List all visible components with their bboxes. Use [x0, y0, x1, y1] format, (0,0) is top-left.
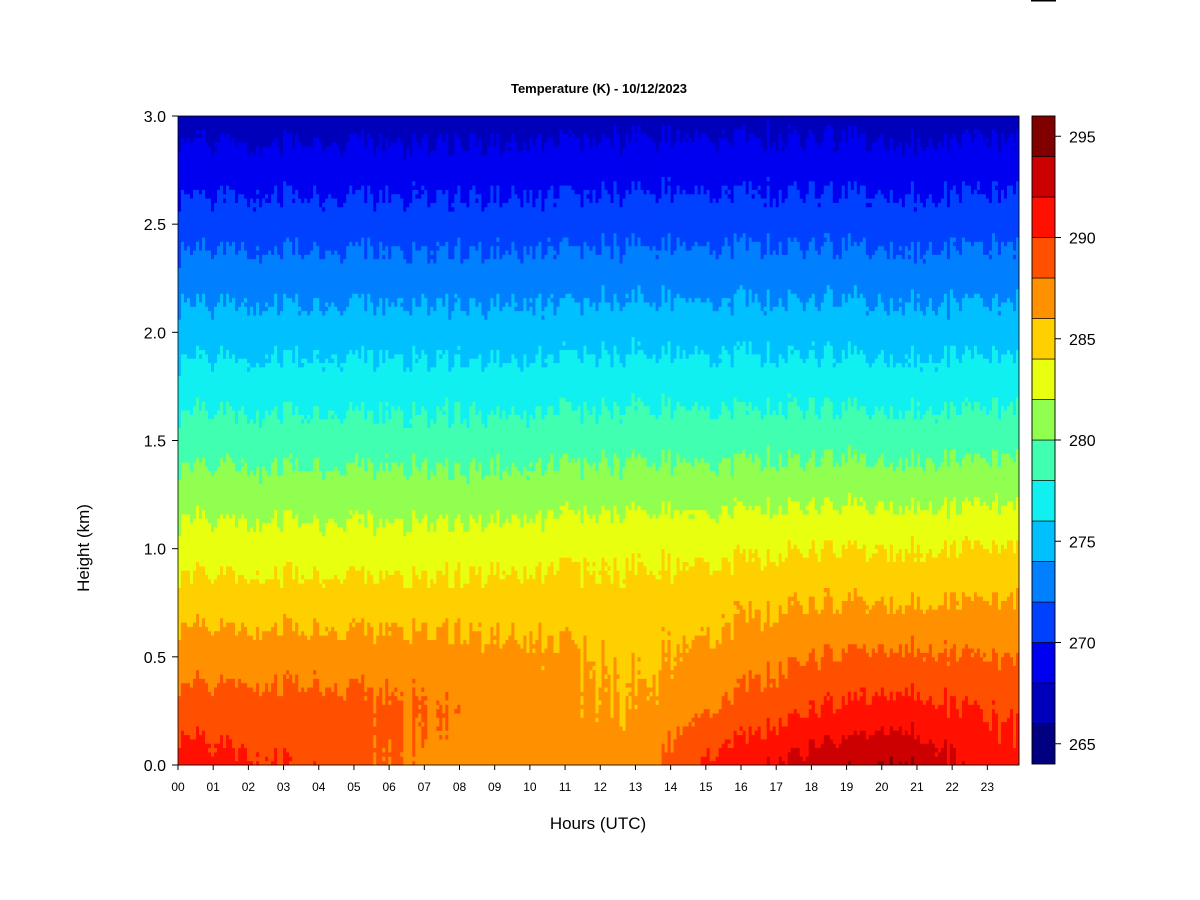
- x-tick-label: 12: [594, 780, 608, 794]
- x-tick-label: 00: [171, 780, 185, 794]
- colorbar-tick-label: 285: [1069, 332, 1096, 349]
- heatmap-field: [178, 116, 1020, 766]
- x-tick-label: 05: [347, 780, 361, 794]
- x-tick-label: 08: [453, 780, 467, 794]
- x-tick-label: 03: [277, 780, 291, 794]
- x-tick-label: 11: [559, 780, 572, 794]
- x-tick-label: 21: [910, 780, 924, 794]
- colorbar-tick-label: 280: [1069, 433, 1096, 450]
- colorbar-tick-label: 295: [1069, 129, 1096, 146]
- y-tick-label: 0.0: [144, 758, 166, 775]
- colorbar-tick-label: 270: [1069, 636, 1096, 653]
- x-tick-label: 13: [629, 780, 643, 794]
- x-tick-label: 06: [382, 780, 396, 794]
- colorbar-level: [1031, 318, 1056, 360]
- colorbar-level: [1031, 358, 1056, 400]
- y-axis-label: Height (km): [74, 504, 93, 592]
- colorbar-level: [1031, 399, 1056, 441]
- colorbar-level: [1031, 196, 1056, 238]
- y-tick-label: 1.5: [144, 434, 166, 451]
- y-tick-label: 3.0: [144, 109, 166, 126]
- x-tick-label: 14: [664, 780, 678, 794]
- x-tick-label: 23: [981, 780, 995, 794]
- chart-title: Temperature (K) - 10/12/2023: [511, 81, 687, 96]
- colorbar-level: [1031, 115, 1056, 157]
- colorbar-level: [1031, 439, 1056, 481]
- x-tick-label: 07: [418, 780, 432, 794]
- x-tick-label: 17: [770, 780, 784, 794]
- colorbar-level: [1031, 723, 1056, 765]
- colorbar-level: [1031, 480, 1056, 522]
- x-tick-label: 10: [523, 780, 537, 794]
- x-axis-label: Hours (UTC): [550, 814, 646, 833]
- y-tick-label: 0.5: [144, 650, 166, 667]
- x-tick-label: 18: [805, 780, 819, 794]
- colorbar-level: [1031, 520, 1056, 562]
- x-tick-label: 09: [488, 780, 502, 794]
- x-tick-label: 15: [699, 780, 713, 794]
- colorbar-level: [1031, 156, 1056, 198]
- y-tick-label: 2.5: [144, 217, 166, 234]
- colorbar-level: [1031, 561, 1056, 603]
- colorbar-tick-label: 275: [1069, 534, 1096, 551]
- x-tick-label: 22: [945, 780, 959, 794]
- x-tick-label: 19: [840, 780, 854, 794]
- colorbar-level: [1031, 642, 1056, 684]
- colorbar-tick-label: 265: [1069, 737, 1096, 754]
- colorbar-level: [1031, 277, 1056, 319]
- colorbar: 265 270 275 280 285 290 295: [1031, 115, 1096, 765]
- x-axis: 00 01 02 03 04 05 06 07 08 09 10 11 12 13 14 15 16 17 18 19…: [171, 765, 994, 794]
- x-tick-label: 01: [207, 780, 221, 794]
- corner-mark: [1031, 0, 1056, 2]
- y-tick-label: 1.0: [144, 542, 166, 559]
- x-tick-label: 20: [875, 780, 889, 794]
- y-axis: 0.0 0.5 1.0 1.5 2.0 2.5 3.0: [144, 109, 178, 775]
- colorbar-level: [1031, 601, 1056, 643]
- x-tick-label: 02: [242, 780, 256, 794]
- colorbar-tick-label: 290: [1069, 231, 1096, 248]
- colorbar-level: [1031, 237, 1056, 279]
- x-tick-label: 04: [312, 780, 326, 794]
- y-tick-label: 2.0: [144, 325, 166, 342]
- colorbar-level: [1031, 682, 1056, 724]
- x-tick-label: 16: [734, 780, 748, 794]
